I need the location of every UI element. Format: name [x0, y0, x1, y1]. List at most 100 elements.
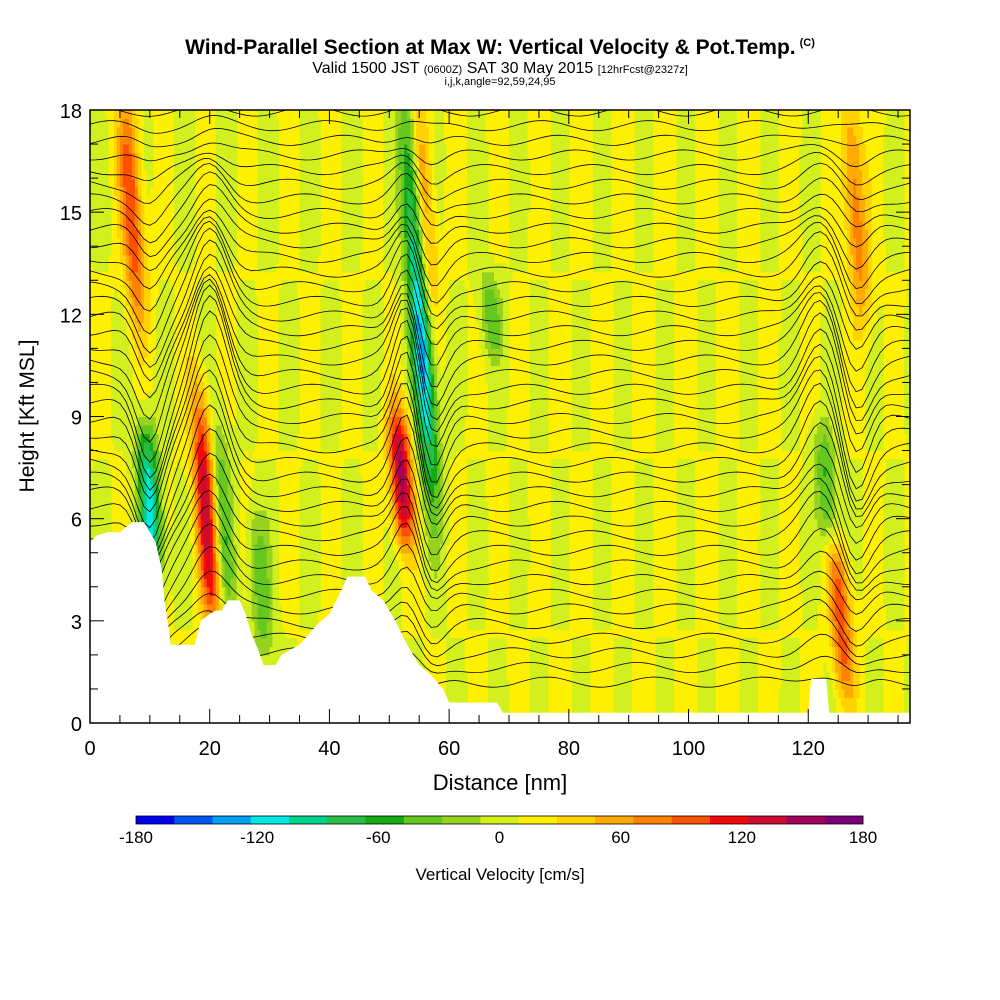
velocity-cell [416, 510, 420, 520]
velocity-cell [395, 603, 399, 613]
velocity-cell [119, 254, 124, 264]
velocity-cell [251, 493, 256, 503]
velocity-cell [128, 135, 133, 145]
velocity-cell [113, 442, 118, 452]
velocity-cell [221, 518, 226, 528]
velocity-cell [353, 535, 357, 545]
velocity-cell [374, 314, 378, 324]
velocity-cell [350, 544, 354, 554]
velocity-cell [173, 195, 178, 205]
velocity-cell [218, 493, 223, 503]
velocity-cell [404, 356, 408, 367]
velocity-cell [359, 152, 363, 162]
velocity-cell [320, 365, 325, 375]
velocity-cell [368, 365, 372, 375]
velocity-cell [242, 288, 247, 298]
velocity-cell [365, 425, 369, 435]
velocity-cell [251, 484, 256, 494]
velocity-cell [332, 280, 336, 290]
velocity-cell [230, 595, 235, 605]
velocity-cell [410, 152, 414, 162]
velocity-cell [335, 339, 339, 349]
velocity-cell [314, 544, 319, 554]
velocity-cell [386, 195, 390, 205]
velocity-cell [404, 271, 408, 281]
velocity-cell [278, 314, 283, 324]
velocity-cell [311, 220, 316, 230]
velocity-cell [365, 356, 369, 367]
velocity-cell [176, 237, 181, 247]
velocity-cell [443, 544, 447, 554]
velocity-cell [140, 331, 145, 341]
velocity-cell [272, 654, 277, 664]
velocity-cell [90, 127, 94, 137]
velocity-cell [383, 263, 387, 273]
velocity-cell [422, 425, 426, 435]
velocity-cell [176, 612, 181, 622]
velocity-cell [266, 144, 271, 154]
velocity-cell [281, 390, 286, 401]
velocity-cell [92, 161, 97, 171]
velocity-cell [113, 407, 118, 418]
velocity-cell [254, 561, 259, 571]
velocity-cell [92, 501, 97, 511]
velocity-cell [272, 186, 277, 196]
velocity-cell [416, 407, 420, 418]
velocity-cell [257, 646, 262, 656]
velocity-cell [125, 144, 130, 154]
velocity-cell [437, 459, 441, 469]
velocity-cell [209, 433, 214, 443]
velocity-cell [314, 246, 319, 256]
velocity-cell [365, 416, 369, 426]
velocity-cell [260, 186, 265, 196]
velocity-cell [260, 127, 265, 137]
velocity-cell [407, 518, 411, 528]
velocity-cell [188, 178, 193, 188]
velocity-cell [266, 254, 271, 264]
velocity-cell [197, 518, 202, 528]
velocity-cell [185, 195, 190, 205]
velocity-cell [431, 578, 435, 588]
velocity-cell [266, 535, 271, 545]
velocity-cell [218, 484, 223, 494]
velocity-cell [155, 433, 160, 443]
velocity-cell [119, 220, 124, 230]
velocity-cell [356, 476, 360, 486]
velocity-cell [407, 135, 411, 145]
velocity-cell [302, 535, 307, 545]
velocity-cell [218, 544, 223, 554]
velocity-cell [185, 229, 190, 239]
velocity-cell [299, 144, 304, 154]
velocity-cell [356, 212, 360, 222]
velocity-cell [248, 586, 253, 596]
velocity-cell [419, 646, 423, 656]
velocity-cell [335, 314, 339, 324]
velocity-cell [305, 118, 310, 128]
velocity-cell [257, 493, 262, 503]
velocity-cell [404, 442, 408, 452]
velocity-cell [419, 399, 423, 409]
velocity-cell [260, 237, 265, 247]
velocity-cell [404, 416, 408, 426]
velocity-cell [359, 561, 363, 571]
velocity-cell [155, 356, 160, 367]
velocity-cell [266, 578, 271, 588]
velocity-cell [392, 552, 396, 562]
velocity-cell [233, 118, 238, 128]
velocity-cell [149, 425, 154, 435]
velocity-cell [155, 425, 160, 435]
velocity-cell [260, 152, 265, 162]
velocity-cell [146, 390, 151, 401]
velocity-cell [167, 578, 172, 588]
velocity-cell [272, 561, 277, 571]
velocity-cell [230, 229, 235, 239]
velocity-cell [434, 544, 438, 554]
velocity-cell [365, 305, 369, 315]
velocity-cell [134, 280, 139, 290]
velocity-cell [431, 433, 435, 443]
velocity-cell [326, 348, 331, 358]
velocity-cell [335, 348, 339, 358]
velocity-cell [128, 127, 133, 137]
velocity-cell [416, 254, 420, 264]
velocity-cell [134, 288, 139, 298]
